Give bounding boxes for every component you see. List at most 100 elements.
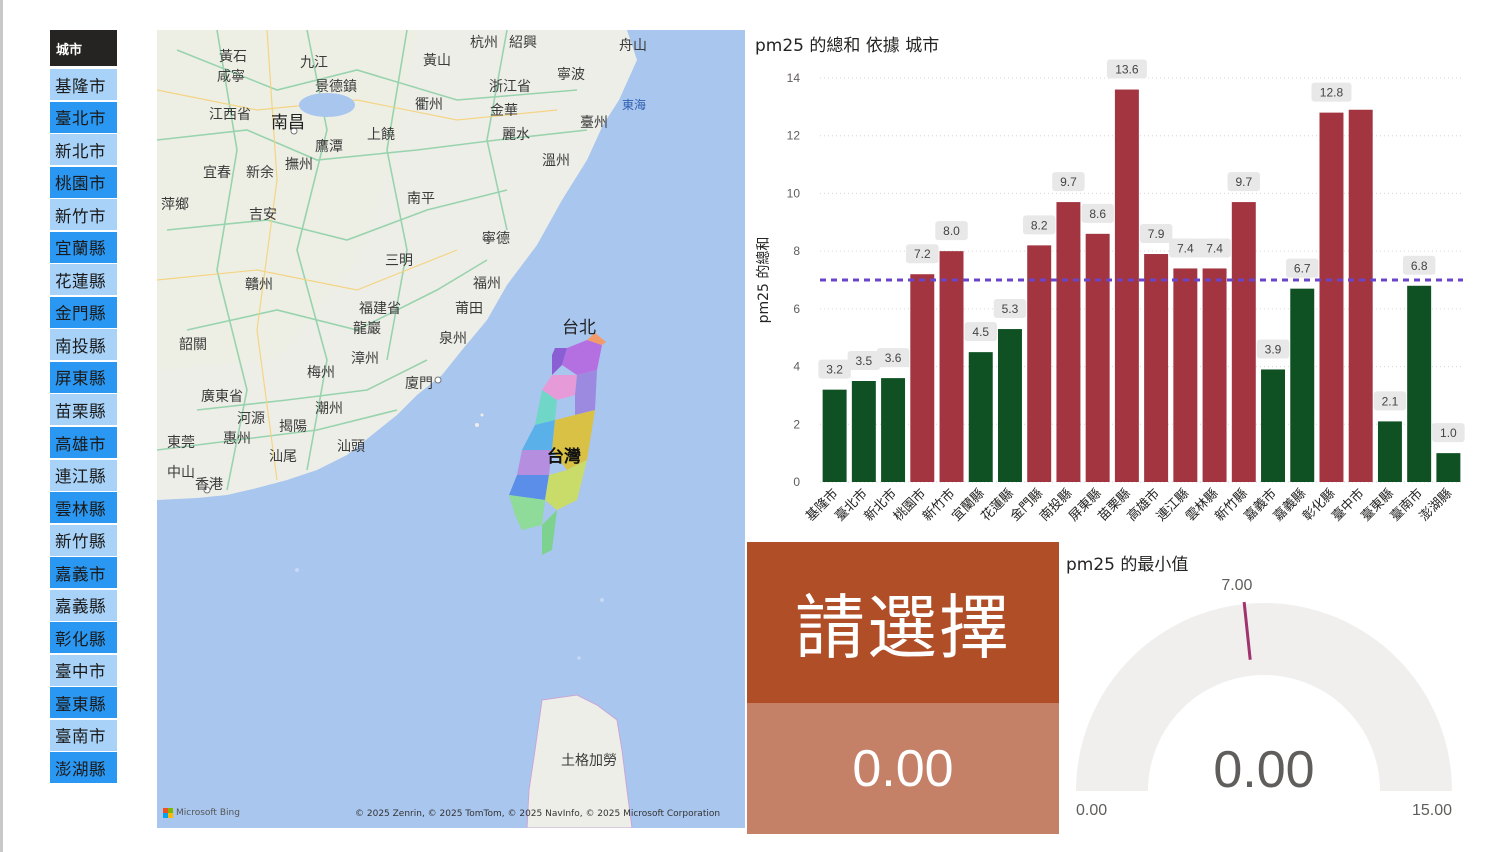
slicer-item[interactable]: 新竹市 <box>50 199 117 231</box>
x-tick-label: 新竹縣 <box>1212 486 1251 525</box>
slicer-item[interactable]: 臺北市 <box>50 101 117 133</box>
slicer-item[interactable]: 新竹縣 <box>50 524 117 556</box>
slicer-header: 城市 <box>50 30 117 66</box>
data-label-bg <box>847 351 881 370</box>
slicer-item[interactable]: 連江縣 <box>50 459 117 491</box>
bar <box>1173 268 1198 482</box>
data-label-bg <box>1081 203 1114 223</box>
select-prompt-text: 請選擇 <box>795 587 1011 669</box>
gauge-min-label: 0.00 <box>1076 802 1107 819</box>
data-label: 3.9 <box>1265 342 1282 356</box>
map-place-label: 麗水 <box>502 127 530 143</box>
gauge-max-label: 15.00 <box>1412 802 1452 819</box>
map-place-label: 台灣 <box>547 447 581 467</box>
slicer-item[interactable]: 臺南市 <box>50 719 117 751</box>
bar <box>1114 89 1139 483</box>
slicer-item[interactable]: 宜蘭縣 <box>50 231 117 263</box>
x-tick-label: 臺南市 <box>1387 486 1426 525</box>
map-place-label: 黃山 <box>423 53 451 69</box>
data-label-bg <box>1139 224 1173 244</box>
x-tick-label: 基隆市 <box>803 486 842 525</box>
map-place-label: 紹興 <box>509 35 537 51</box>
bing-label: Microsoft Bing <box>176 808 240 818</box>
map-place-label: 新余 <box>246 165 274 181</box>
slicer-item[interactable]: 臺中市 <box>50 654 117 686</box>
map-place-label: 吉安 <box>249 207 277 223</box>
data-label-bg <box>1022 215 1056 235</box>
slicer-item[interactable]: 桃園市 <box>50 166 117 198</box>
value-card: 0.00 <box>747 703 1059 834</box>
map-place-label: 東海 <box>622 98 647 112</box>
slicer-item[interactable]: 嘉義市 <box>50 557 117 589</box>
x-tick-label: 連江縣 <box>1154 486 1192 524</box>
map-place-label: 南平 <box>407 191 435 207</box>
data-label: 3.2 <box>826 363 843 377</box>
map-place-label: 衢州 <box>415 97 443 113</box>
slicer-item[interactable]: 基隆市 <box>50 69 117 100</box>
data-label-bg <box>935 221 968 241</box>
data-label: 9.7 <box>1235 175 1252 189</box>
city-slicer: 城市 基隆市 臺北市 新北市 桃園市 新竹市 宜蘭縣 花蓮縣 金門縣 南投縣 屏東縣 苗栗縣 高雄市連… <box>50 30 117 785</box>
data-label-bg <box>1432 423 1465 443</box>
bar <box>1348 109 1373 482</box>
slicer-item[interactable]: 新北市 <box>50 134 117 166</box>
gauge-svg: 7.00 0.00 0.00 15.00 <box>1076 577 1452 819</box>
slicer-item[interactable]: 南投縣 <box>50 329 117 361</box>
slicer-item[interactable]: 雲林縣 <box>50 492 117 524</box>
map-place-label: 福州 <box>473 276 501 292</box>
map-place-label: 寧波 <box>557 67 585 83</box>
card-value: 0.00 <box>852 739 954 798</box>
gauge-value: 0.00 <box>1213 741 1314 799</box>
slicer-item[interactable]: 花蓮縣 <box>50 264 117 296</box>
slicer-item[interactable]: 彰化縣 <box>50 622 117 654</box>
x-tick-label: 臺東縣 <box>1358 486 1397 525</box>
map-place-label: 廣東省 <box>201 389 243 405</box>
data-label-bg <box>1052 172 1085 192</box>
map-place-label: 杭州 <box>470 35 498 51</box>
x-tick-label: 花蓮縣 <box>978 486 1017 525</box>
map-place-label: 舟山 <box>619 38 647 54</box>
data-label: 8.2 <box>1031 218 1048 232</box>
x-tick-label: 苗栗縣 <box>1096 486 1134 524</box>
bar <box>1377 421 1402 482</box>
data-label: 6.7 <box>1294 262 1311 276</box>
bar-chart[interactable]: 0 2 4 6 8 10 12 14 pm25 的總和 3.2 基隆市 3.5 臺北市 3.6 新北市 7.2… <box>748 58 1470 538</box>
slicer-item[interactable]: 澎湖縣 <box>50 752 117 784</box>
map-place-label: 鷹潭 <box>315 139 343 155</box>
bar <box>1231 202 1256 483</box>
map-place-label: 金華 <box>490 103 518 119</box>
slicer-item[interactable]: 金門縣 <box>50 296 117 328</box>
map-place-label: 咸寧 <box>217 69 245 85</box>
data-label: 6.8 <box>1411 259 1428 273</box>
slicer-item[interactable]: 苗栗縣 <box>50 394 117 426</box>
map-place-label: 台北 <box>562 318 596 338</box>
x-tick-label: 彰化縣 <box>1299 486 1338 525</box>
x-tick-label: 金門縣 <box>1007 486 1046 525</box>
slicer-item[interactable]: 屏東縣 <box>50 361 117 393</box>
map-place-label: 萍鄉 <box>161 197 189 213</box>
data-label-bg <box>1286 258 1319 278</box>
x-tick-label: 新竹市 <box>919 486 958 525</box>
map-place-label: 梅州 <box>307 365 335 381</box>
slicer-item[interactable]: 臺東縣 <box>50 687 117 719</box>
y-tick-label: 2 <box>793 417 800 431</box>
x-tick-label: 嘉義市 <box>1241 486 1280 525</box>
gauge-visual[interactable]: 7.00 0.00 0.00 15.00 <box>1060 575 1470 825</box>
bar <box>1319 112 1344 482</box>
data-label-bg <box>1311 82 1352 102</box>
x-tick-label: 屏東縣 <box>1066 486 1105 525</box>
bar-chart-title: pm25 的總和 依據 城市 <box>755 36 940 56</box>
map-visual[interactable]: 杭州 紹興 舟山 黃石 九江 咸寧 黃山 寧波 南昌 景德鎮 浙江省 江西省 衢州 金華 東海 臺州 鷹潭 麗水 上… <box>157 30 745 828</box>
map-place-label: 莆田 <box>455 301 483 317</box>
data-label-bg <box>876 348 910 368</box>
slicer-item[interactable]: 高雄市 <box>50 427 117 459</box>
map-place-label: 寧德 <box>482 231 510 247</box>
data-label-bg <box>1198 238 1231 258</box>
slicer-item[interactable]: 嘉義縣 <box>50 589 117 621</box>
map-place-label: 汕尾 <box>269 449 297 465</box>
map-place-label: 臺州 <box>580 115 608 131</box>
y-tick-label: 10 <box>787 186 801 200</box>
x-tick-label: 嘉義縣 <box>1270 486 1309 525</box>
data-label-bg <box>818 359 851 379</box>
x-tick-label: 宜蘭縣 <box>949 486 988 525</box>
